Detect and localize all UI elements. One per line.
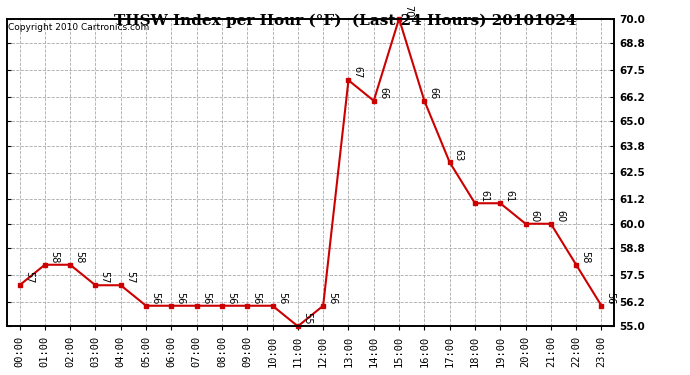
- Text: 56: 56: [251, 292, 262, 304]
- Text: 61: 61: [479, 190, 489, 202]
- Text: 56: 56: [277, 292, 287, 304]
- Text: 57: 57: [125, 272, 135, 284]
- Text: 66: 66: [428, 87, 439, 99]
- Text: 56: 56: [226, 292, 236, 304]
- Text: 63: 63: [454, 148, 464, 161]
- Text: 58: 58: [580, 251, 591, 263]
- Text: 70: 70: [403, 5, 413, 17]
- Text: THSW Index per Hour (°F)  (Last 24 Hours) 20101024: THSW Index per Hour (°F) (Last 24 Hours)…: [114, 13, 576, 27]
- Text: 56: 56: [175, 292, 186, 304]
- Text: 58: 58: [49, 251, 59, 263]
- Text: 56: 56: [150, 292, 160, 304]
- Text: 67: 67: [353, 66, 363, 79]
- Text: 61: 61: [504, 190, 515, 202]
- Text: 55: 55: [302, 312, 312, 325]
- Text: 57: 57: [99, 272, 110, 284]
- Text: 56: 56: [327, 292, 337, 304]
- Text: 60: 60: [530, 210, 540, 222]
- Text: 66: 66: [378, 87, 388, 99]
- Text: 56: 56: [201, 292, 211, 304]
- Text: 60: 60: [555, 210, 565, 222]
- Text: 58: 58: [75, 251, 84, 263]
- Text: 56: 56: [606, 292, 615, 304]
- Text: 57: 57: [23, 272, 34, 284]
- Text: Copyright 2010 Cartronics.com: Copyright 2010 Cartronics.com: [8, 23, 149, 32]
